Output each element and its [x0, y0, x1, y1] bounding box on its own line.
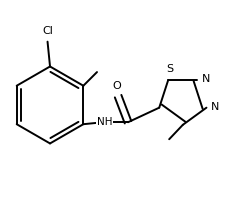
Text: N: N [211, 102, 219, 112]
Text: O: O [113, 81, 121, 91]
Text: NH: NH [97, 117, 113, 127]
Text: S: S [166, 64, 173, 74]
Text: N: N [202, 74, 210, 84]
Text: Cl: Cl [42, 26, 53, 36]
